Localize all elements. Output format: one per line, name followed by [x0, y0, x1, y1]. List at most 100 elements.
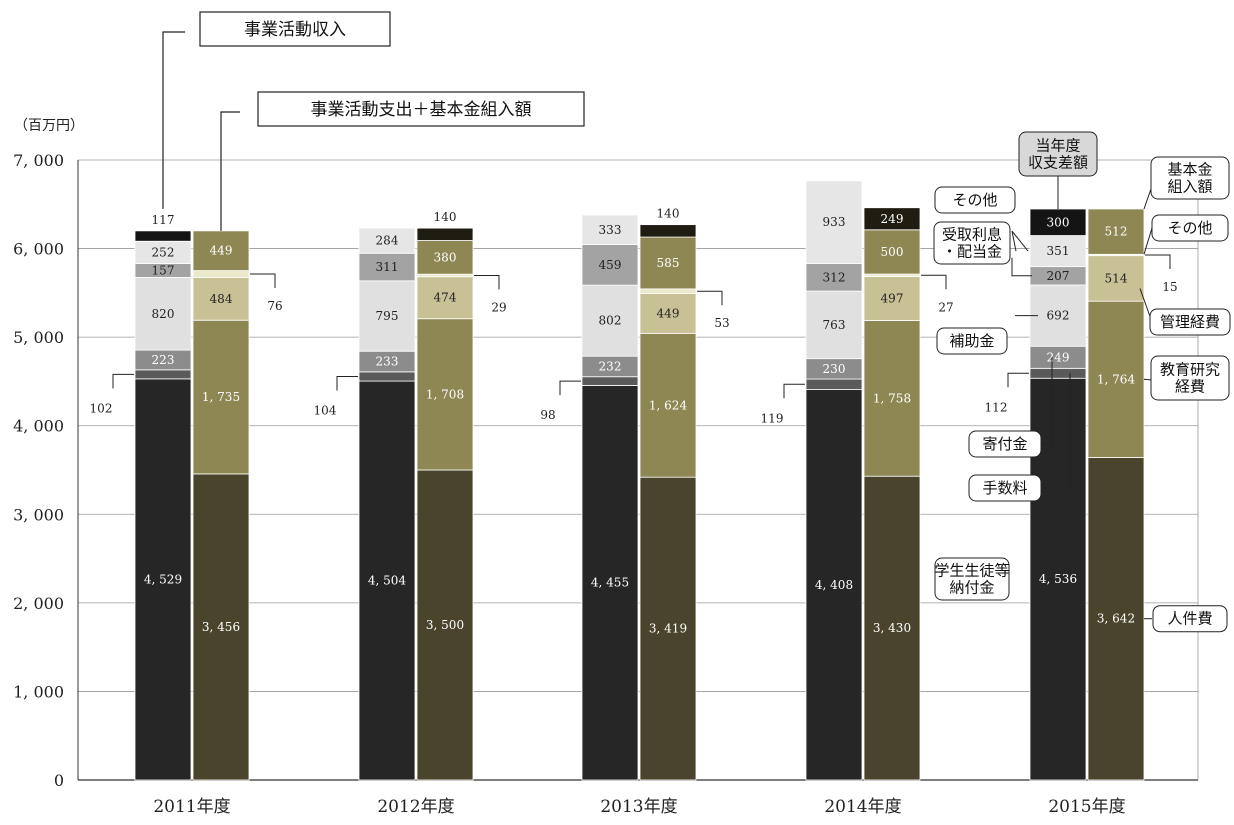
callout-expense-endowment: 基本金	[1167, 161, 1212, 179]
income-bar-segment	[134, 230, 192, 242]
expense-bar-segment	[1087, 457, 1145, 781]
callout-expense-education: 教育研究	[1160, 361, 1220, 379]
income-data-label: 300	[1047, 215, 1070, 229]
callout-expense-personnel-box	[1152, 605, 1228, 633]
expense-data-label: 29	[491, 300, 506, 314]
income-data-label: 351	[1047, 244, 1070, 258]
x-tick-label: 2015年度	[1048, 797, 1125, 817]
income-data-label: 312	[823, 270, 846, 284]
leader-line	[1011, 230, 1029, 252]
expense-bar-segment	[1087, 208, 1145, 255]
y-tick-label: 2, 000	[13, 594, 64, 613]
income-data-label: 795	[376, 309, 399, 323]
income-data-label: 4, 408	[815, 578, 853, 592]
income-bar-segment	[581, 385, 639, 781]
callout-expense-education: 経費	[1175, 378, 1205, 396]
income-data-label: 459	[599, 258, 622, 272]
callout-income-interest: ・配当金	[942, 243, 1002, 261]
callout-expense-education-box	[1150, 355, 1230, 401]
expense-bar-segment	[639, 236, 697, 290]
callout-expense-endowment-box	[1150, 156, 1230, 200]
income-data-label: 102	[90, 401, 113, 415]
income-data-label: 933	[823, 215, 846, 229]
leader-line	[1042, 373, 1071, 489]
callout-expense-admin-box	[1149, 308, 1231, 336]
income-data-label: 112	[985, 400, 1008, 414]
expense-bar-segment	[416, 469, 474, 781]
income-data-label: 802	[599, 314, 622, 328]
y-axis-unit-label: （百万円）	[14, 118, 84, 134]
callout-income-donation-box	[968, 430, 1042, 458]
income-bar-segment	[358, 227, 416, 254]
expense-bar-segment	[416, 318, 474, 471]
income-bar-segment	[358, 252, 416, 282]
income-data-label: 232	[599, 359, 622, 373]
expense-data-label: 1, 758	[873, 391, 911, 405]
income-data-label: 104	[314, 403, 337, 417]
income-bar-segment	[805, 263, 863, 292]
income-data-label: 252	[152, 245, 175, 259]
expense-bar-segment	[416, 240, 474, 275]
annotations: 事業活動収入事業活動支出＋基本金組入額当年度収支差額その他受取利息・配当金補助金…	[112, 11, 1231, 633]
expense-data-label: 512	[1105, 225, 1128, 239]
income-bar-segment	[358, 380, 416, 781]
x-tick-label: 2011年度	[153, 797, 230, 817]
x-tick-label: 2013年度	[600, 797, 677, 817]
expense-bar-segment	[192, 270, 250, 278]
callout-expense-endowment: 組入額	[1167, 178, 1212, 196]
income-bar-segment	[805, 378, 863, 390]
expense-data-label: 1, 764	[1097, 372, 1136, 386]
income-bar-segment	[805, 389, 863, 781]
expense-data-label: 140	[434, 210, 457, 224]
income-bar-segment	[805, 180, 863, 264]
expense-bar-segment	[863, 320, 921, 477]
leader-line	[336, 375, 358, 391]
income-data-label: 117	[152, 213, 175, 227]
expense-data-label: 497	[881, 291, 904, 305]
expense-data-label: 380	[434, 250, 457, 264]
expense-bar-segment	[639, 476, 697, 781]
callout-income-fees: 手数料	[982, 479, 1027, 497]
income-data-label: 249	[1047, 350, 1070, 364]
income-data-label: 763	[823, 318, 846, 332]
expense-data-label: 449	[210, 244, 233, 258]
expense-data-label: 484	[210, 292, 233, 306]
income-bar-segment	[134, 369, 192, 380]
callout-income-interest-box	[933, 221, 1011, 265]
income-bar-segment	[1029, 284, 1087, 347]
callout-income-other-box	[934, 186, 1016, 214]
income-data-label: 223	[152, 353, 175, 367]
income-data-label: 4, 504	[368, 574, 407, 588]
callout-income-donation: 寄付金	[982, 435, 1027, 453]
income-data-label: 233	[376, 355, 399, 369]
expense-title-box	[257, 91, 585, 127]
y-tick-label: 3, 000	[13, 505, 64, 524]
leader-line	[1145, 254, 1171, 269]
callout-income-tuition: 学生生徒等	[934, 562, 1009, 580]
expense-bar-segment	[639, 224, 697, 238]
y-tick-label: 5, 000	[13, 328, 64, 347]
income-bar-segment	[358, 280, 416, 352]
expense-data-label: 474	[434, 291, 457, 305]
income-bar-segment	[805, 290, 863, 360]
leader-line	[1143, 227, 1153, 255]
expense-data-label: 3, 456	[202, 620, 240, 634]
callout-expense-admin: 管理経費	[1160, 313, 1220, 331]
y-tick-label: 0	[54, 771, 64, 790]
callout-expense-other: その他	[1167, 219, 1212, 237]
expense-bar-segment	[416, 276, 474, 320]
callout-income-other: その他	[952, 191, 997, 209]
income-title-box	[199, 11, 391, 47]
expense-data-label: 3, 419	[649, 622, 687, 636]
expense-data-label: 514	[1105, 271, 1128, 285]
y-axis: 0 1, 000 2, 000 3, 000 4, 000 5, 000 6, 000 7, …	[13, 151, 64, 790]
expense-bar-segment	[863, 207, 921, 231]
income-bar-segment	[581, 376, 639, 386]
income-data-label: 4, 529	[144, 572, 182, 586]
leader-line	[1011, 257, 1032, 277]
expense-bar-segment	[863, 229, 921, 275]
expense-data-label: 3, 430	[873, 621, 911, 635]
expense-data-label: 249	[881, 212, 904, 226]
income-data-label: 98	[540, 408, 555, 422]
leader-line	[1042, 357, 1053, 445]
